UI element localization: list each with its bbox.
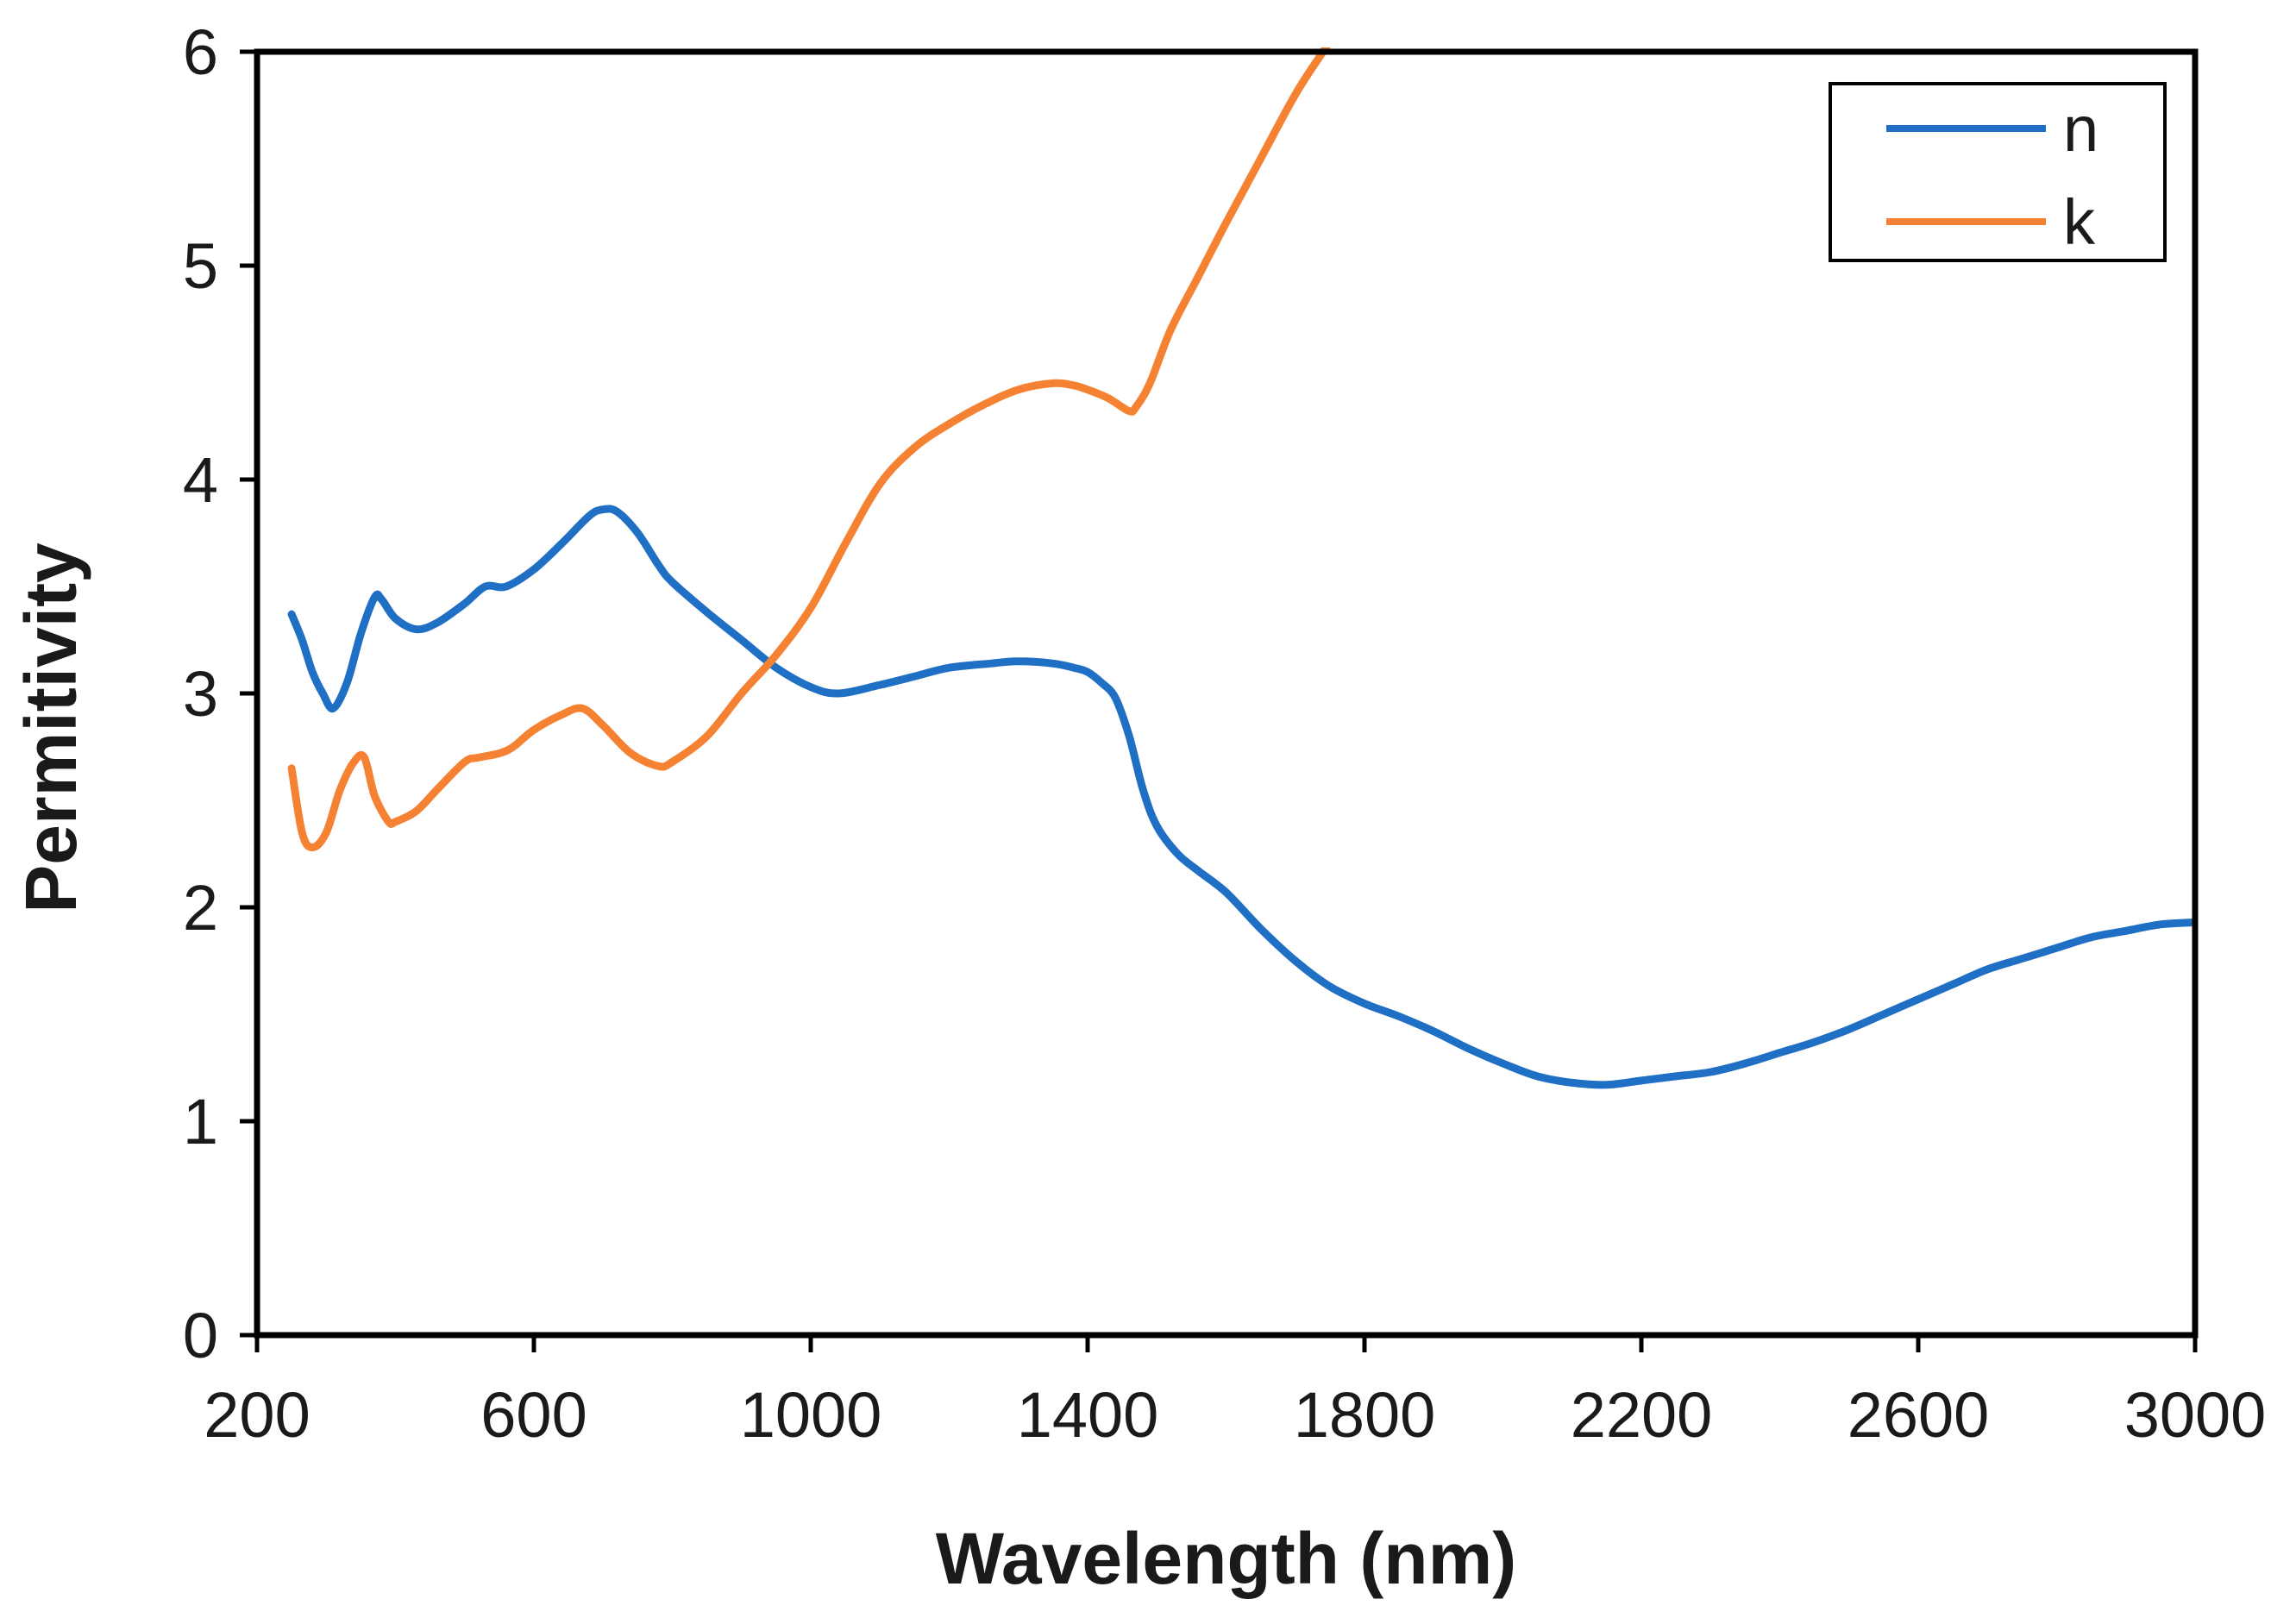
y-tick-label: 3	[183, 658, 218, 730]
series-line-k	[287, 47, 1331, 852]
legend: n k	[1829, 82, 2167, 262]
legend-label-n: n	[2063, 93, 2098, 165]
y-tick-label: 4	[183, 444, 218, 516]
series-line-n	[287, 505, 2195, 1089]
x-axis-tick-labels: 200 600 1000 1400 1800 2200 2600 3000	[204, 1379, 2266, 1451]
x-axis-title: Wavelength (nm)	[936, 1518, 1517, 1599]
y-axis-title: Permitivity	[10, 542, 91, 913]
x-tick-label: 200	[204, 1379, 310, 1451]
y-tick-label: 2	[183, 872, 218, 944]
series-layer	[287, 47, 2195, 1089]
legend-box	[1829, 82, 2167, 262]
x-tick-label: 2600	[1847, 1379, 1990, 1451]
x-tick-label: 2200	[1571, 1379, 1713, 1451]
y-tick-label: 5	[183, 230, 218, 302]
y-tick-label: 0	[183, 1300, 218, 1371]
x-tick-label: 1400	[1017, 1379, 1159, 1451]
plot-area-frame	[254, 48, 2199, 1339]
x-tick-label: 600	[480, 1379, 587, 1451]
x-tick-label: 3000	[2124, 1379, 2267, 1451]
y-tick-label: 1	[183, 1086, 218, 1157]
x-tick-label: 1800	[1294, 1379, 1436, 1451]
legend-label-k: k	[2063, 186, 2096, 258]
x-tick-label: 1000	[740, 1379, 882, 1451]
y-axis-tick-labels: 0 1 2 3 4 5 6	[183, 16, 218, 1371]
y-tick-label: 6	[183, 16, 218, 88]
